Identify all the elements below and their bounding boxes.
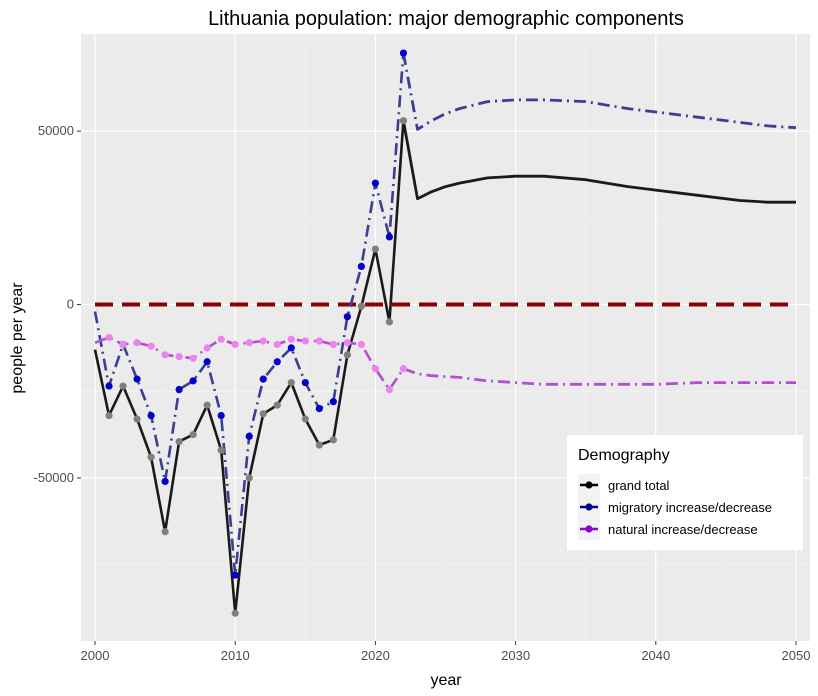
data-point-grand-total bbox=[273, 401, 281, 409]
chart-title: Lithuania population: major demographic … bbox=[208, 8, 684, 30]
data-point-migratory-increase-decrease bbox=[231, 571, 239, 579]
data-point-grand-total bbox=[357, 302, 365, 310]
data-point-grand-total bbox=[133, 415, 141, 423]
data-point-migratory-increase-decrease bbox=[301, 378, 309, 387]
data-point-migratory-increase-decrease bbox=[259, 375, 267, 383]
y-tick-label: -50000 bbox=[34, 470, 74, 485]
legend-key-point bbox=[585, 525, 593, 533]
data-point-grand-total bbox=[231, 609, 239, 617]
data-point-migratory-increase-decrease bbox=[273, 358, 281, 366]
legend-label: grand total bbox=[608, 478, 670, 493]
legend-background bbox=[567, 435, 803, 550]
data-point-migratory-increase-decrease bbox=[175, 385, 183, 394]
data-point-grand-total bbox=[385, 318, 394, 326]
data-point-grand-total bbox=[315, 441, 323, 449]
data-point-natural-increase-decrease bbox=[203, 344, 211, 352]
data-point-natural-increase-decrease bbox=[357, 340, 365, 349]
data-point-grand-total bbox=[371, 245, 380, 253]
data-point-grand-total bbox=[105, 411, 113, 420]
x-tick-label: 2010 bbox=[221, 648, 250, 663]
data-point-natural-increase-decrease bbox=[189, 354, 197, 362]
data-point-migratory-increase-decrease bbox=[371, 179, 380, 187]
y-axis-ticks: -50000 0 50000 bbox=[34, 123, 81, 485]
data-point-grand-total bbox=[217, 446, 225, 454]
data-point-migratory-increase-decrease bbox=[315, 405, 323, 413]
data-point-grand-total bbox=[189, 431, 197, 439]
x-axis-title: year bbox=[430, 672, 462, 689]
data-point-natural-increase-decrease bbox=[119, 340, 127, 349]
data-point-migratory-increase-decrease bbox=[161, 477, 169, 486]
data-point-grand-total bbox=[399, 117, 408, 125]
series-line-observed-natural-increase-decrease bbox=[94, 336, 405, 391]
legend: Demography grand total migratory increase… bbox=[567, 435, 803, 550]
legend-key-point bbox=[585, 503, 593, 511]
legend-title: Demography bbox=[578, 447, 670, 464]
data-point-migratory-increase-decrease bbox=[189, 377, 197, 385]
data-point-natural-increase-decrease bbox=[147, 342, 155, 350]
data-point-grand-total bbox=[343, 351, 351, 359]
y-tick-label: 50000 bbox=[38, 123, 74, 138]
data-point-natural-increase-decrease bbox=[287, 335, 295, 343]
x-tick-label: 2020 bbox=[361, 648, 390, 663]
data-point-migratory-increase-decrease bbox=[329, 398, 337, 406]
data-point-migratory-increase-decrease bbox=[287, 344, 295, 352]
series-line-projected-natural-increase-decrease bbox=[402, 367, 796, 386]
data-point-grand-total bbox=[301, 415, 309, 423]
data-point-natural-increase-decrease bbox=[231, 340, 239, 349]
data-point-migratory-increase-decrease bbox=[203, 358, 211, 366]
series-line-projected-migratory-increase-decrease bbox=[402, 52, 797, 131]
data-point-grand-total bbox=[259, 410, 267, 418]
data-point-natural-increase-decrease bbox=[259, 337, 267, 345]
x-tick-label: 2030 bbox=[501, 648, 530, 663]
x-tick-label: 2040 bbox=[641, 648, 670, 663]
data-point-natural-increase-decrease bbox=[245, 339, 253, 347]
data-point-grand-total bbox=[119, 382, 127, 390]
x-tick-label: 2000 bbox=[81, 648, 110, 663]
data-point-natural-increase-decrease bbox=[175, 352, 183, 361]
data-point-migratory-increase-decrease bbox=[105, 382, 113, 390]
data-point-migratory-increase-decrease bbox=[357, 262, 365, 270]
data-point-natural-increase-decrease bbox=[161, 351, 169, 359]
x-axis-ticks: 2000 2010 2020 2030 2040 2050 bbox=[81, 641, 811, 663]
data-point-migratory-increase-decrease bbox=[147, 411, 155, 420]
data-point-natural-increase-decrease bbox=[371, 365, 380, 373]
observed-points bbox=[105, 49, 408, 617]
data-point-grand-total bbox=[245, 474, 253, 482]
data-point-grand-total bbox=[175, 437, 183, 446]
data-point-grand-total bbox=[203, 401, 211, 409]
legend-label: migratory increase/decrease bbox=[608, 500, 772, 515]
data-point-migratory-increase-decrease bbox=[399, 49, 408, 57]
data-point-natural-increase-decrease bbox=[301, 337, 309, 345]
data-point-natural-increase-decrease bbox=[315, 337, 323, 345]
data-point-grand-total bbox=[329, 436, 337, 444]
data-point-natural-increase-decrease bbox=[329, 340, 337, 349]
legend-label: natural increase/decrease bbox=[608, 522, 758, 537]
data-point-grand-total bbox=[147, 453, 155, 461]
data-point-migratory-increase-decrease bbox=[245, 432, 253, 440]
data-point-migratory-increase-decrease bbox=[343, 313, 351, 321]
data-point-migratory-increase-decrease bbox=[217, 411, 225, 420]
data-point-migratory-increase-decrease bbox=[133, 375, 141, 383]
grid bbox=[81, 34, 810, 641]
y-tick-label: 0 bbox=[67, 297, 74, 312]
x-tick-label: 2050 bbox=[782, 648, 811, 663]
series-line-projected-grand-total bbox=[402, 120, 796, 204]
data-point-grand-total bbox=[161, 528, 169, 536]
data-point-natural-increase-decrease bbox=[385, 385, 394, 394]
data-point-grand-total bbox=[287, 378, 295, 387]
data-point-natural-increase-decrease bbox=[343, 339, 351, 347]
data-point-natural-increase-decrease bbox=[273, 340, 281, 349]
data-point-migratory-increase-decrease bbox=[385, 233, 394, 241]
legend-keys: grand total migratory increase/decrease na… bbox=[578, 474, 772, 540]
y-axis-title: people per year bbox=[9, 282, 26, 394]
data-point-natural-increase-decrease bbox=[133, 339, 141, 347]
data-point-natural-increase-decrease bbox=[105, 333, 113, 342]
data-point-natural-increase-decrease bbox=[217, 335, 225, 343]
legend-key-point bbox=[585, 481, 593, 489]
data-point-natural-increase-decrease bbox=[399, 365, 408, 373]
